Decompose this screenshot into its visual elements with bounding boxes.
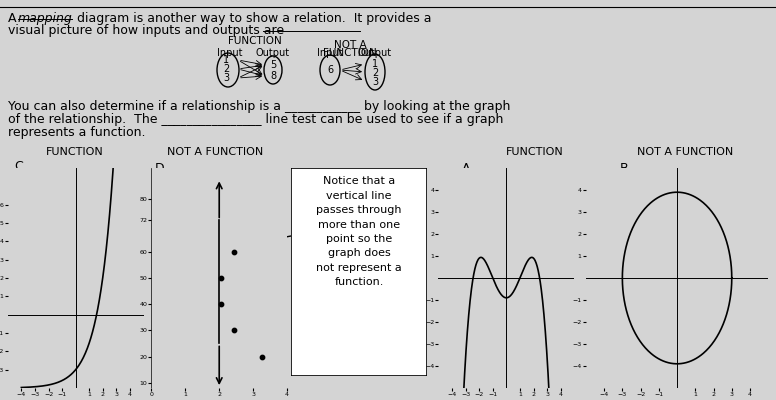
Point (296, 380, 309, 386)
Point (228, 327, 241, 334)
Text: Input: Input (317, 48, 343, 58)
Text: 3: 3 (223, 73, 229, 83)
Text: Notice that a
vertical line
passes through
more than one
point so the
graph does: Notice that a vertical line passes throu… (316, 176, 402, 287)
Text: represents a function.: represents a function. (8, 126, 146, 139)
Text: mapping: mapping (18, 12, 73, 25)
Text: A: A (462, 162, 470, 175)
Text: Output: Output (358, 48, 392, 58)
Text: FUNCTION: FUNCTION (46, 147, 104, 157)
Text: FUNCTION: FUNCTION (323, 48, 377, 58)
Text: 2: 2 (223, 64, 229, 74)
Text: diagram is another way to show a relation.  It provides a: diagram is another way to show a relatio… (73, 12, 431, 25)
Point (215, 301, 227, 307)
Text: FUNCTION: FUNCTION (506, 147, 564, 157)
FancyBboxPatch shape (291, 168, 427, 376)
Text: 8: 8 (270, 71, 276, 81)
Text: Output: Output (256, 48, 290, 58)
Text: 1: 1 (372, 59, 378, 69)
Text: You can also determine if a relationship is a ____________ by looking at the gra: You can also determine if a relationship… (8, 100, 511, 113)
Text: D: D (155, 162, 165, 175)
Text: 3: 3 (372, 77, 378, 87)
Point (228, 249, 241, 255)
Point (215, 275, 227, 281)
Text: A: A (8, 12, 20, 25)
Text: 2: 2 (372, 68, 378, 78)
Text: NOT A: NOT A (334, 40, 366, 50)
Text: visual picture of how inputs and outputs are: visual picture of how inputs and outputs… (8, 24, 284, 37)
Text: of the relationship.  The ________________ line test can be used to see if a gra: of the relationship. The _______________… (8, 113, 504, 126)
Text: 6: 6 (327, 65, 333, 75)
Text: 5: 5 (270, 60, 276, 70)
Text: NOT A FUNCTION: NOT A FUNCTION (637, 147, 733, 157)
Text: NOT A FUNCTION: NOT A FUNCTION (167, 147, 263, 157)
Text: Input: Input (217, 48, 243, 58)
Text: B: B (620, 162, 629, 175)
Point (255, 353, 268, 360)
Text: 1: 1 (223, 55, 229, 65)
Text: FUNCTION: FUNCTION (228, 36, 282, 46)
Text: C: C (14, 160, 23, 173)
